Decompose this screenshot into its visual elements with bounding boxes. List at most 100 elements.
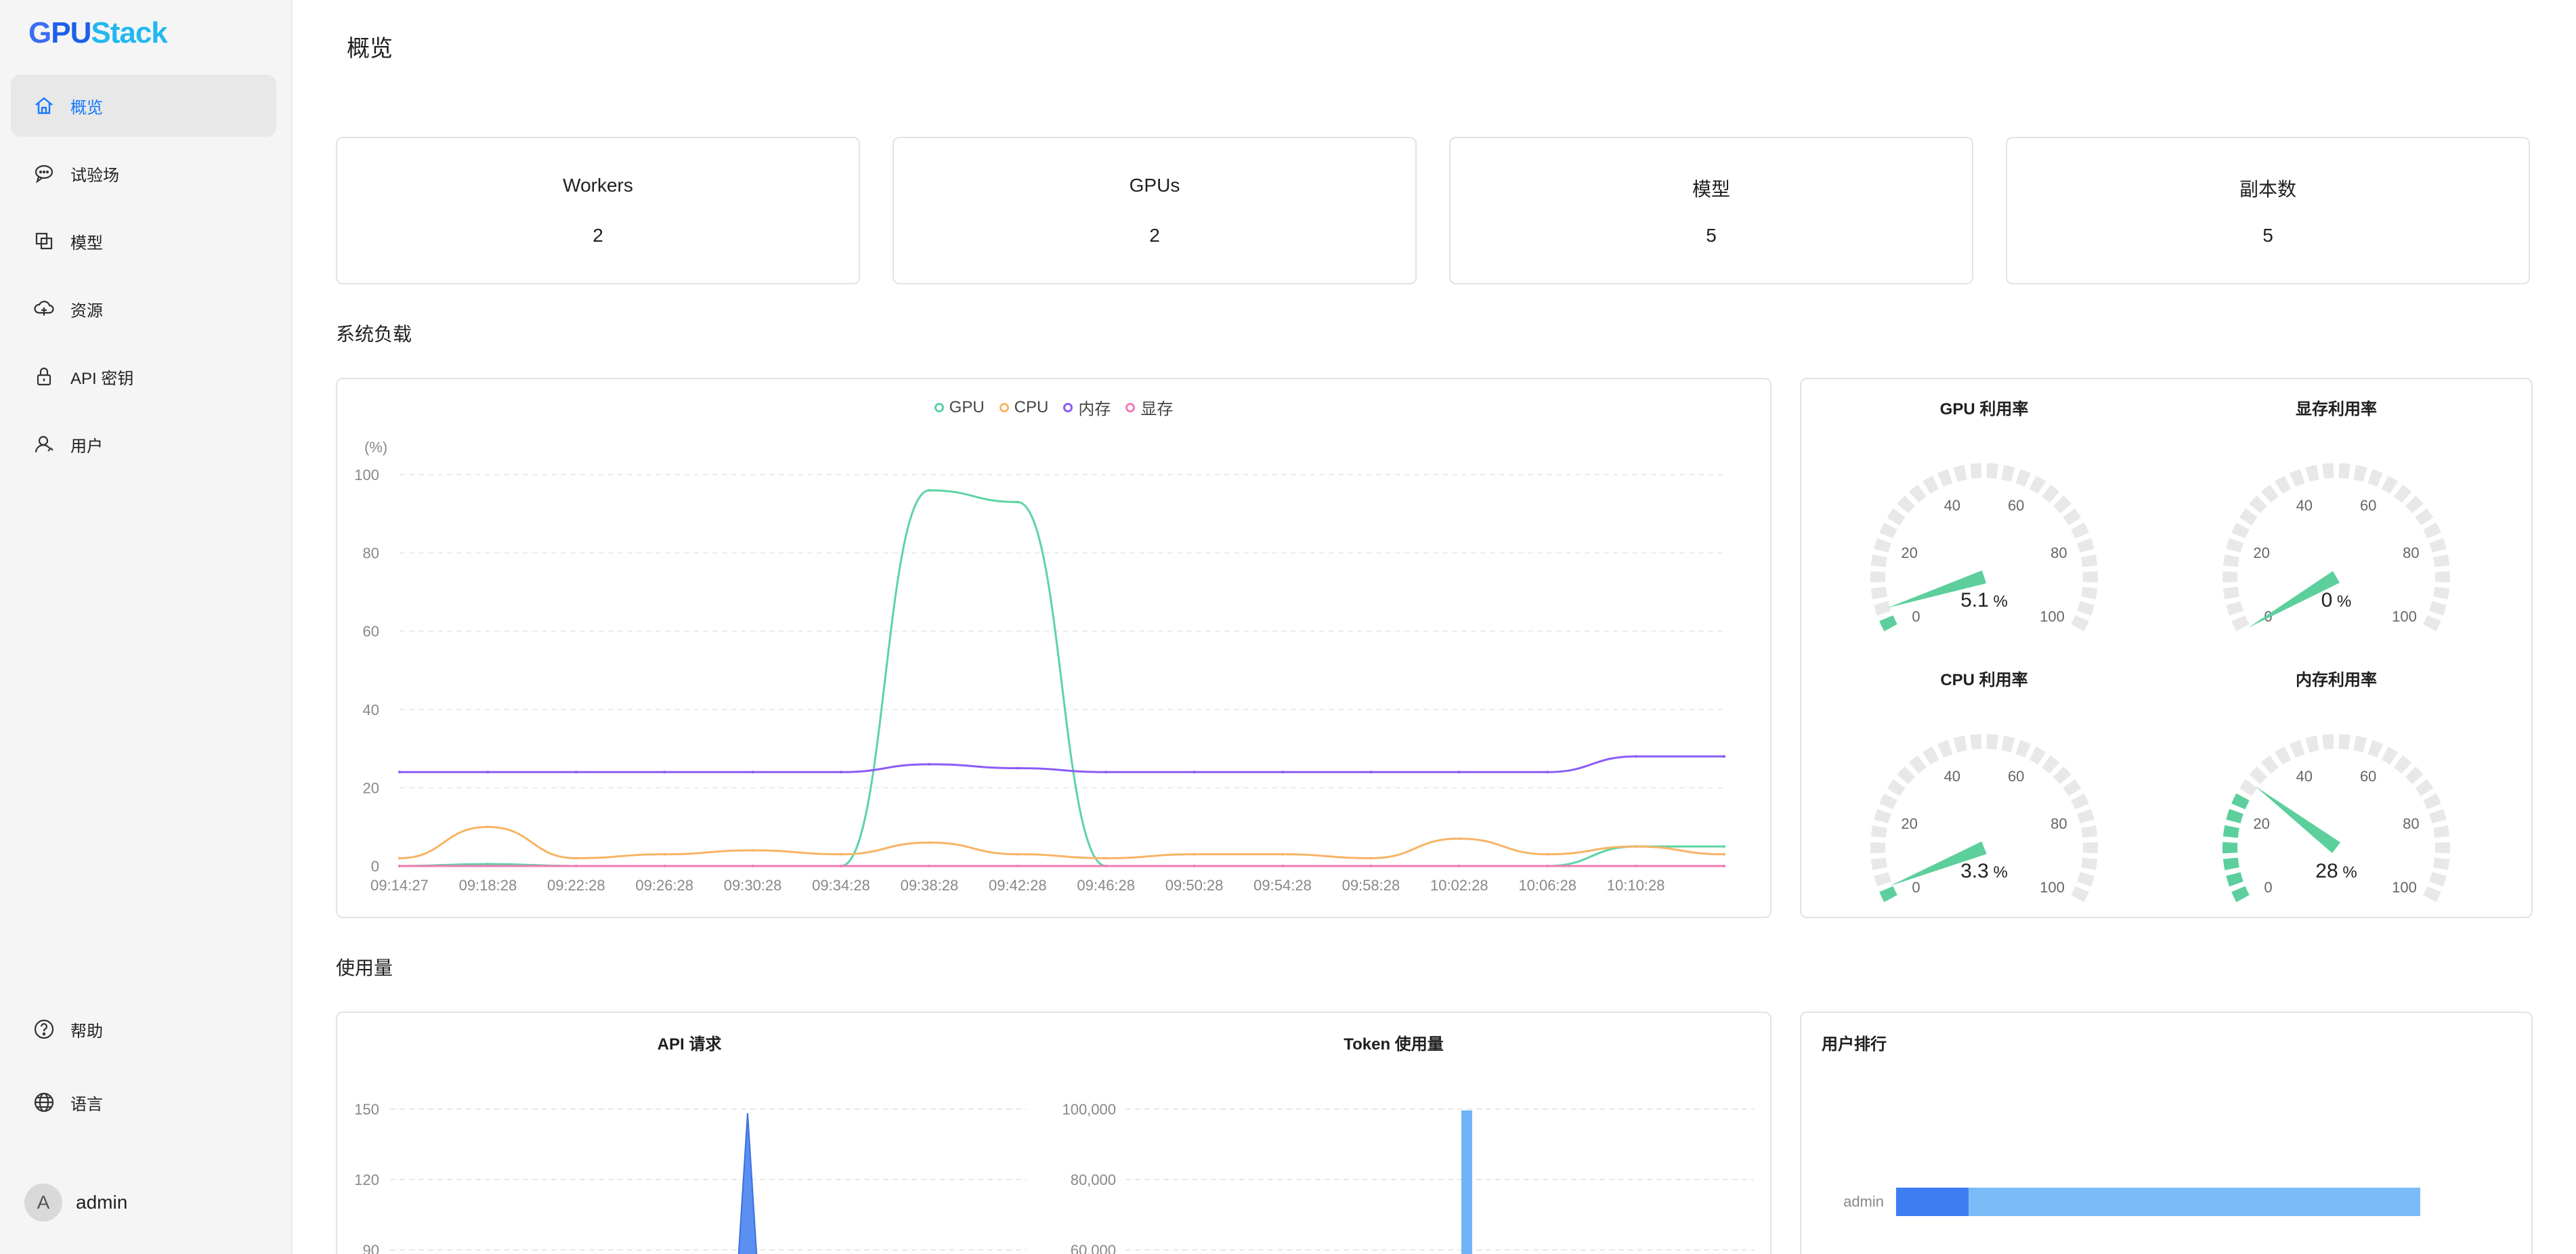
gauge-segment — [2433, 825, 2450, 838]
gauge-segment — [1970, 734, 1982, 750]
user-ranking-panel: 用户排行 admin — [1800, 1012, 2533, 1254]
gauge-segment — [2239, 779, 2258, 796]
x-tick-label: 10:06:28 — [1518, 877, 1576, 894]
stat-value: 5 — [2262, 225, 2273, 246]
token-tick-label: 60,000 — [1071, 1242, 1116, 1254]
gauge-segment — [2260, 755, 2279, 774]
series-point-显存 — [574, 865, 578, 867]
series-point-内存 — [1369, 771, 1373, 774]
gauge-segment — [2289, 739, 2305, 758]
series-point-内存 — [928, 762, 931, 766]
series-point-显存 — [751, 865, 754, 867]
gauge-segment — [1870, 857, 1887, 871]
series-point-显存 — [486, 865, 490, 867]
gauge-segment — [2381, 746, 2399, 765]
series-point-内存 — [840, 771, 842, 774]
gauge-segment — [2249, 766, 2268, 785]
language-label: 语言 — [70, 1095, 103, 1114]
gauge-segment — [2415, 508, 2434, 525]
series-point-显存 — [1546, 865, 1549, 867]
gauge-segment — [2063, 779, 2082, 796]
sidebar-item-label: API 密钥 — [70, 369, 134, 388]
gauge-segment — [2423, 522, 2441, 539]
gauge-segment — [2223, 571, 2238, 583]
gauge-value: 3.3 % — [1960, 860, 2008, 882]
gauge-tick-label: 0 — [1912, 608, 1920, 625]
legend-label: CPU — [1014, 397, 1049, 416]
y-tick-label: 60 — [363, 623, 379, 640]
gauge-segment — [1874, 538, 1891, 553]
series-point-CPU — [398, 857, 401, 860]
sidebar-item-overview[interactable]: 概览 — [11, 74, 276, 137]
gauge-value: 0 % — [2321, 589, 2352, 611]
series-point-内存 — [1723, 755, 1725, 758]
gauge-unit: % — [2338, 863, 2357, 882]
series-point-CPU — [1369, 857, 1373, 860]
gauge-segment — [1879, 522, 1897, 539]
series-point-GPU — [486, 863, 490, 866]
gauge-segment — [2223, 842, 2238, 854]
gauge-tick-label: 100 — [2392, 608, 2417, 625]
gauge-tick-label: 100 — [2040, 608, 2065, 625]
gauge-segment — [2063, 508, 2082, 525]
gauge-segment — [1887, 779, 1906, 796]
series-point-内存 — [486, 771, 490, 774]
gauge-cpu-utilization: CPU 利用率 0 20 40 60 80 100 3.3 % — [1808, 650, 2160, 914]
legend-label: 内存 — [1078, 400, 1111, 418]
gauge-title: 内存利用率 — [2296, 671, 2377, 689]
sidebar-item-playground[interactable]: 试验场 — [11, 142, 276, 204]
gauge-segment — [2226, 808, 2244, 823]
user-menu[interactable]: A admin — [24, 1184, 127, 1221]
series-point-GPU — [1723, 845, 1725, 848]
legend-label: GPU — [949, 397, 985, 416]
gauge-segment — [2077, 808, 2095, 823]
sidebar-item-resources[interactable]: 资源 — [11, 278, 276, 340]
gauge-segment — [2042, 484, 2060, 503]
legend-item-memory[interactable]: 内存 — [1063, 395, 1111, 419]
gauge-segment — [2001, 464, 2015, 482]
legend-item-vram[interactable]: 显存 — [1125, 395, 1173, 419]
gpustack-logo[interactable]: GPUStack — [28, 16, 168, 50]
y-unit-label: (%) — [364, 439, 387, 456]
gauge-segment — [2429, 872, 2447, 887]
x-tick-label: 09:34:28 — [812, 877, 870, 894]
legend-dot — [1063, 402, 1073, 412]
stat-value: 2 — [1149, 225, 1160, 246]
gauge-segment — [2081, 857, 2098, 871]
language-button[interactable]: 语言 — [11, 1071, 276, 1133]
sidebar-item-api-keys[interactable]: API 密钥 — [11, 345, 276, 408]
chart-legend: GPU CPU 内存 显存 — [337, 395, 1770, 419]
gauge-segment — [1908, 755, 1927, 774]
series-point-内存 — [574, 771, 578, 774]
x-tick-label: 09:42:28 — [989, 877, 1047, 894]
gauge-segment — [2353, 464, 2367, 482]
help-button[interactable]: 帮助 — [11, 998, 276, 1060]
ranking-bar[interactable] — [1896, 1188, 2420, 1216]
gauge-segment — [2071, 793, 2089, 810]
series-line-GPU — [399, 489, 1724, 867]
gauge-segment — [2394, 755, 2412, 774]
system-load-title: 系统负载 — [336, 324, 412, 345]
gauge-segment — [2394, 484, 2412, 503]
chat-icon — [33, 162, 56, 185]
user-ranking-title: 用户排行 — [1822, 1035, 1887, 1054]
series-point-CPU — [928, 841, 931, 844]
series-point-显存 — [840, 865, 842, 867]
gauge-segment — [2231, 522, 2250, 539]
gauge-tick-label: 80 — [2051, 544, 2067, 561]
sidebar-item-users[interactable]: 用户 — [11, 413, 276, 475]
stat-card-workers: Workers 2 — [336, 137, 860, 284]
gauge-segment — [2226, 872, 2244, 887]
gauge-tick-label: 20 — [2253, 815, 2269, 832]
sidebar-item-models[interactable]: 模型 — [11, 210, 276, 272]
gauge-tick-label: 20 — [1901, 544, 1917, 561]
stat-value: 2 — [593, 225, 603, 246]
gauge-segment — [2231, 886, 2250, 903]
stat-label: 模型 — [1692, 179, 1730, 200]
legend-item-cpu[interactable]: CPU — [999, 395, 1049, 419]
gauge-segment — [1953, 735, 1967, 753]
gauge-segment — [2081, 554, 2098, 567]
x-tick-label: 09:22:28 — [547, 877, 605, 894]
legend-item-gpu[interactable]: GPU — [934, 395, 985, 419]
